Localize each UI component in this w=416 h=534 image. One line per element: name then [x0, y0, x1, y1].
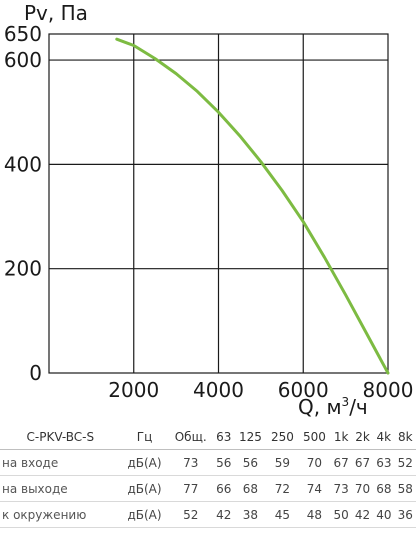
series-line	[115, 37, 390, 375]
table-model-header: C-PKV-BC-S	[0, 424, 121, 450]
table-cell: 42	[351, 501, 374, 528]
table-column-header: 8k	[394, 424, 416, 450]
table-cell: 68	[234, 475, 267, 502]
x-tick-label: 8000	[363, 378, 414, 402]
x-tick-label: 4000	[193, 378, 244, 402]
table-row-label: на выходе	[0, 475, 121, 502]
table-column-header: 500	[298, 424, 331, 450]
y-tick-label: 650	[4, 22, 42, 46]
y-tick-label: 0	[29, 361, 42, 385]
table-cell: дБ(А)	[120, 501, 169, 528]
table-row: к окружению дБ(А) 52 42 38 45 48 50 42 40 36	[0, 501, 416, 528]
table-cell: 67	[351, 449, 374, 476]
table-cell: 73	[168, 449, 214, 476]
table-column-header: Гц	[120, 424, 169, 450]
table-cell: 73	[330, 475, 352, 502]
table-cell: дБ(А)	[120, 475, 169, 502]
grid	[48, 33, 389, 374]
y-tick-label: 200	[4, 257, 42, 281]
table-cell: 56	[213, 449, 235, 476]
table-column-header: 63	[213, 424, 235, 450]
table-header-row: C-PKV-BC-S Гц Общ. 63 125 250 500 1k 2k 4k 8k	[0, 424, 416, 450]
noise-data-table: C-PKV-BC-S Гц Общ. 63 125 250 500 1k 2k 4k 8k на в…	[0, 424, 416, 528]
table-cell: 70	[298, 449, 331, 476]
table-cell: 70	[351, 475, 374, 502]
table-column-header: 2k	[351, 424, 374, 450]
table-row: на выходе дБ(А) 77 66 68 72 74 73 70 68 58	[0, 475, 416, 502]
table-column-header: 125	[234, 424, 267, 450]
table-cell: 48	[298, 501, 331, 528]
table-cell: дБ(А)	[120, 449, 169, 476]
y-axis-title: Pv, Па	[24, 1, 88, 25]
table-column-header: 250	[266, 424, 299, 450]
table-row-label: на входе	[0, 449, 121, 476]
table-cell: 56	[234, 449, 267, 476]
table-cell: 45	[266, 501, 299, 528]
table-row-label: к окружению	[0, 501, 121, 528]
table-cell: 66	[213, 475, 235, 502]
table-cell: 68	[373, 475, 395, 502]
x-tick-label: 6000	[278, 378, 329, 402]
table-cell: 74	[298, 475, 331, 502]
table-cell: 59	[266, 449, 299, 476]
y-tick-label: 600	[4, 48, 42, 72]
table-cell: 52	[168, 501, 214, 528]
table-cell: 67	[330, 449, 352, 476]
x-tick-labels: 2000 4000 6000 8000	[108, 378, 413, 402]
table-cell: 77	[168, 475, 214, 502]
y-tick-label: 400	[4, 152, 42, 176]
series-layer	[115, 37, 390, 375]
table-cell: 38	[234, 501, 267, 528]
x-tick-label: 2000	[108, 378, 159, 402]
table-cell: 42	[213, 501, 235, 528]
table-cell: 72	[266, 475, 299, 502]
table-cell: 52	[394, 449, 416, 476]
table-row: на входе дБ(А) 73 56 56 59 70 67 67 63 52	[0, 449, 416, 476]
table-cell: 40	[373, 501, 395, 528]
table-column-header: Общ.	[168, 424, 214, 450]
table-cell: 63	[373, 449, 395, 476]
table-cell: 50	[330, 501, 352, 528]
table-column-header: 1k	[330, 424, 352, 450]
table-column-header: 4k	[373, 424, 395, 450]
table-cell: 36	[394, 501, 416, 528]
table-cell: 58	[394, 475, 416, 502]
x-axis-title: Q, м3/ч	[298, 395, 368, 419]
